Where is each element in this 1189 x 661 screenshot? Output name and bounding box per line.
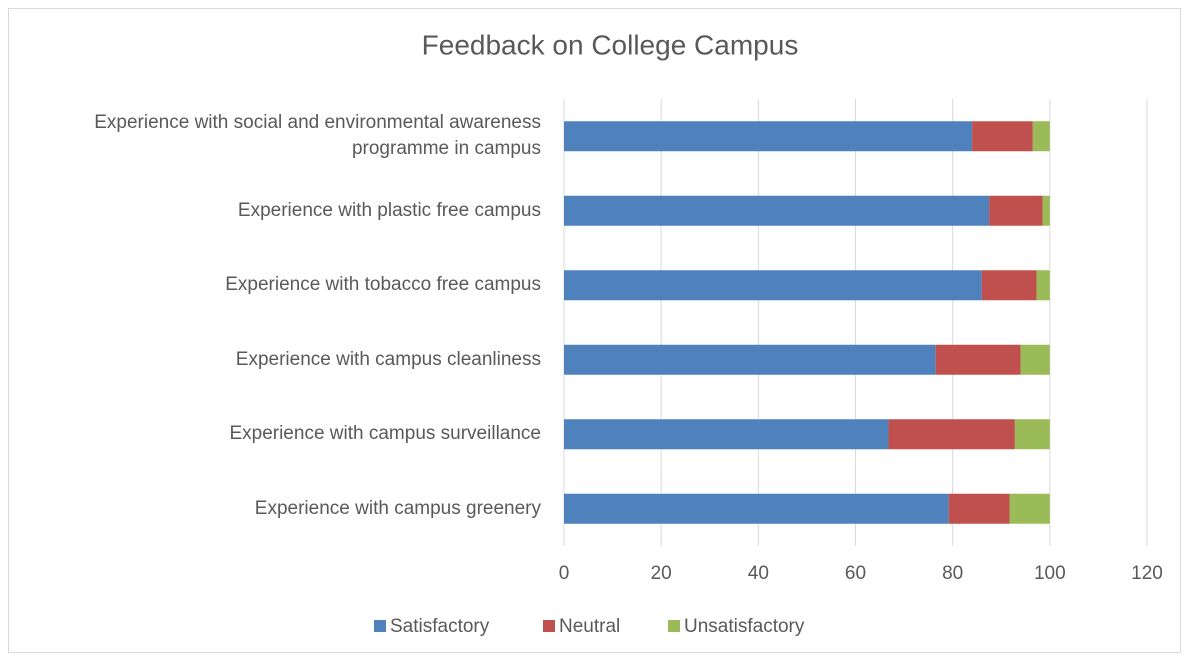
bar-segment <box>1020 344 1050 375</box>
bar-segment <box>972 121 1033 152</box>
legend-label: Neutral <box>559 616 620 637</box>
y-tick-label: Experience with tobacco free campus <box>225 274 541 296</box>
x-tick-label: 120 <box>1131 563 1163 584</box>
bar-segment <box>948 493 1010 524</box>
bar-segment <box>935 344 1021 375</box>
chart-border <box>8 8 1181 653</box>
chart-title: Feedback on College Campus <box>422 29 799 60</box>
y-tick-label: Experience with plastic free campus <box>237 199 541 221</box>
bar-segment <box>564 195 990 226</box>
y-tick-label: Experience with campus surveillance <box>229 423 541 445</box>
y-tick-label: Experience with social and environmental… <box>94 112 541 160</box>
x-tick-label: 20 <box>651 563 672 584</box>
legend-label: Satisfactory <box>390 616 490 637</box>
legend-swatch <box>374 620 386 632</box>
bar-segment <box>981 270 1037 301</box>
bar-segment <box>564 270 982 301</box>
bar-segment <box>1042 195 1050 226</box>
x-tick-label: 80 <box>942 563 963 584</box>
bar-segment <box>564 493 949 524</box>
x-tick-label: 60 <box>845 563 866 584</box>
legend-swatch <box>668 620 680 632</box>
bar-segment <box>564 419 889 450</box>
bar-segment <box>1014 419 1050 450</box>
legend-swatch <box>543 620 555 632</box>
bar-segment <box>888 419 1015 450</box>
bar-segment <box>564 344 936 375</box>
x-tick-label: 40 <box>748 563 769 584</box>
bar-segment <box>1036 270 1050 301</box>
x-tick-label: 100 <box>1034 563 1066 584</box>
bar-segment <box>564 121 973 152</box>
y-tick-label: Experience with campus greenery <box>254 497 541 519</box>
y-tick-label: Experience with campus cleanliness <box>235 348 541 370</box>
legend-label: Unsatisfactory <box>684 616 805 637</box>
x-tick-label: 0 <box>559 563 570 584</box>
bar-segment <box>1032 121 1050 152</box>
bar-segment <box>989 195 1043 226</box>
bar-segment <box>1009 493 1050 524</box>
